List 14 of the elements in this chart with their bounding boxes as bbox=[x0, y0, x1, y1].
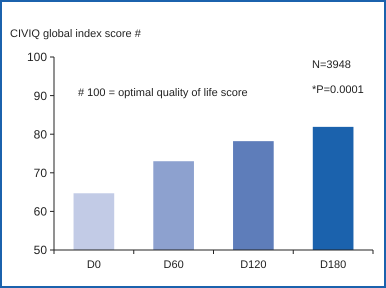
y-tick-label: 90 bbox=[34, 88, 48, 103]
x-tick-label: D0 bbox=[86, 259, 101, 271]
y-tick-label: 100 bbox=[26, 50, 48, 64]
y-axis-title: CIVIQ global index score # bbox=[10, 28, 142, 40]
annotation: *P=0.0001 bbox=[312, 84, 364, 96]
y-tick-label: 60 bbox=[34, 204, 48, 219]
x-tick-label: D180 bbox=[320, 259, 346, 271]
x-tick-label: D120 bbox=[240, 259, 267, 271]
annotation: N=3948 bbox=[312, 59, 351, 71]
y-tick-label: 70 bbox=[34, 166, 48, 180]
y-tick-label: 50 bbox=[34, 243, 48, 258]
y-tick-label: 80 bbox=[34, 127, 48, 142]
x-tick-label: D60 bbox=[164, 259, 184, 271]
annotation: # 100 = optimal quality of life score bbox=[78, 87, 248, 99]
